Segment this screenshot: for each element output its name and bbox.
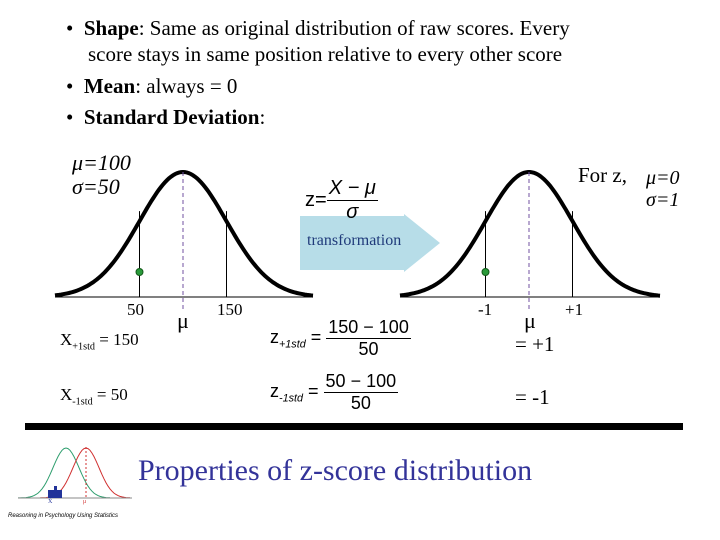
score-point (481, 268, 490, 276)
z-minus1std-formula: z-1std = 50 − 100 50 (270, 371, 399, 413)
normal-curve-path (399, 170, 661, 298)
z-plus1-result: = +1 (515, 332, 555, 356)
logo-image (18, 447, 132, 499)
z-plus1std-formula: z+1std = 150 − 100 50 (270, 317, 411, 359)
x-plus1std: X+1std = 150 (60, 330, 139, 353)
bullet-shape-cont: score stays in same position relative to… (88, 42, 563, 66)
right-tick-minus1: -1 (478, 300, 493, 319)
divider-bar (25, 423, 683, 430)
right-mu-label: μ=0 (646, 167, 680, 189)
logo-mu-label: μ (83, 499, 87, 505)
transformation-label: transformation (307, 232, 402, 249)
right-normal-curve (399, 170, 661, 312)
transformation-arrow (300, 214, 440, 272)
bullet-mean: • Mean: always = 0 (66, 74, 238, 98)
logo-x-label: X̄ (48, 499, 53, 505)
left-tick-mu: μ (177, 308, 189, 333)
left-normal-curve (54, 169, 314, 312)
right-sigma-label: σ=1 (646, 189, 680, 211)
bullet-shape: • Shape: Same as original distribution o… (66, 16, 570, 40)
left-tick-150: 150 (217, 300, 243, 319)
logo-caption: Reasoning in Psychology Using Statistics (8, 513, 119, 519)
slide-title: Properties of z-score distribution (138, 454, 533, 487)
left-tick-50: 50 (127, 300, 144, 319)
left-mu-label: μ=100 (72, 150, 131, 175)
x-minus1std: X-1std = 50 (60, 385, 128, 408)
left-sigma-label: σ=50 (72, 174, 120, 199)
right-tick-mu: μ (524, 308, 536, 333)
right-tick-plus1: +1 (565, 300, 584, 319)
normal-curve-path (54, 169, 314, 298)
z-minus1-result: = -1 (515, 385, 550, 409)
for-z-label: For z, (578, 163, 627, 187)
bullet-sd: • Standard Deviation: (66, 105, 266, 129)
score-point (135, 268, 144, 276)
